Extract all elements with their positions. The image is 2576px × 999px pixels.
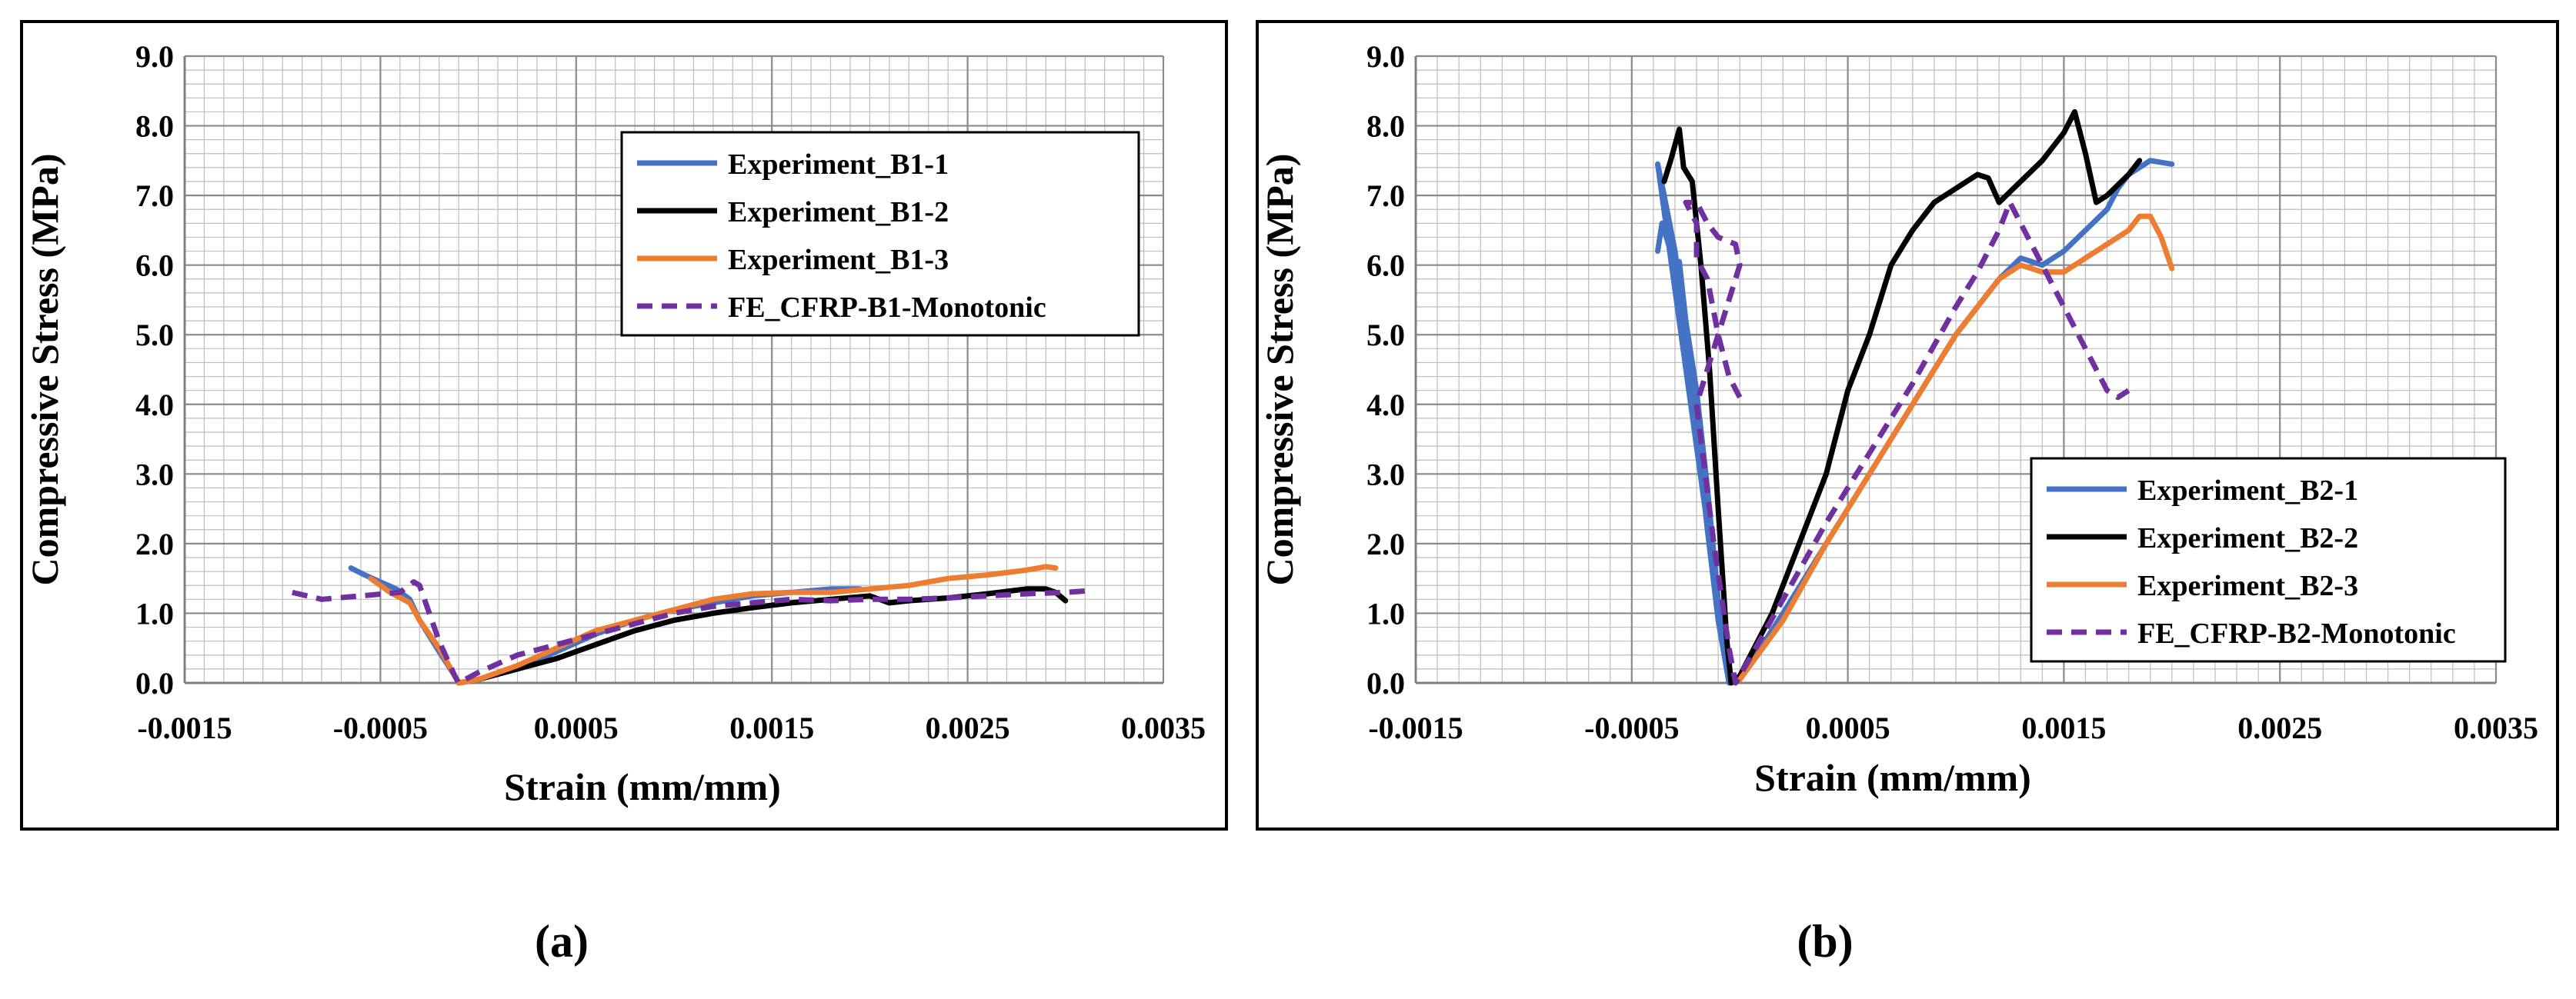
y-tick-label: 5.0 xyxy=(1366,318,1405,352)
legend-entry-label: FE_CFRP-B1-Monotonic xyxy=(728,291,1046,324)
y-tick-label: 2.0 xyxy=(135,527,174,561)
x-axis-title: Strain (mm/mm) xyxy=(504,765,781,808)
legend-entry-label: Experiment_B2-2 xyxy=(2137,522,2358,554)
chart-a: -0.0015 -0.0005 0.0005 0.0015 0.0025 0.0035 0.… xyxy=(23,39,1206,808)
legend-entry-label: FE_CFRP-B2-Monotonic xyxy=(2137,618,2456,650)
x-tick-label: -0.0005 xyxy=(333,711,428,745)
y-tick-label: 3.0 xyxy=(135,457,174,491)
y-tick-label: 4.0 xyxy=(135,388,174,422)
x-axis-title: Strain (mm/mm) xyxy=(1754,756,2031,799)
legend-entry-label: Experiment_B1-3 xyxy=(728,244,949,276)
legend-entry-label: Experiment_B1-1 xyxy=(728,148,949,181)
legend: Experiment_B1-1 Experiment_B1-2 Experiment… xyxy=(620,131,1140,337)
y-tick-label: 0.0 xyxy=(1366,666,1405,701)
legend-entry-label: Experiment_B2-3 xyxy=(2137,570,2358,602)
series-line-fe-cfrp-b1-monotonic xyxy=(292,579,1086,686)
chart-b-frame xyxy=(1256,20,2559,831)
x-tick-label: -0.0015 xyxy=(137,711,232,745)
x-tick-label: 0.0025 xyxy=(926,711,1010,745)
x-tick-label: 0.0015 xyxy=(2021,711,2106,745)
legend-box xyxy=(620,131,1140,337)
series-line-experiment-b1-3 xyxy=(368,564,1059,686)
y-tick-label: 8.0 xyxy=(135,109,174,144)
legend-entry-label: Experiment_B1-2 xyxy=(728,196,949,228)
series-line-experiment-b2-3 xyxy=(1737,213,2175,682)
y-tick-label: 6.0 xyxy=(135,248,174,283)
y-tick-label: 2.0 xyxy=(1366,527,1405,561)
legend-entry-label: Experiment_B2-1 xyxy=(2137,475,2358,507)
y-tick-label: 1.0 xyxy=(1366,596,1405,631)
x-tick-label: 0.0005 xyxy=(534,711,619,745)
series-line-fe-cfrp-b2-monotonic xyxy=(1683,199,2131,686)
y-axis-title: Compressive Stress (MPa) xyxy=(1258,154,1301,586)
y-tick-label: 7.0 xyxy=(1366,178,1405,213)
y-tick-label: 3.0 xyxy=(1366,457,1405,491)
x-tick-label: 0.0015 xyxy=(729,711,814,745)
x-tick-label: 0.0035 xyxy=(1121,711,1206,745)
figure-label-a: (a) xyxy=(535,916,589,967)
y-tick-label: 8.0 xyxy=(1366,109,1405,144)
series-line-experiment-b2-2 xyxy=(1661,108,2143,686)
x-tick-label: -0.0005 xyxy=(1584,711,1679,745)
chart-b: -0.0015 -0.0005 0.0005 0.0015 0.0025 0.0035 0.… xyxy=(1258,39,2538,799)
y-axis-title: Compressive Stress (MPa) xyxy=(23,154,66,586)
y-tick-label: 5.0 xyxy=(135,318,174,352)
figure-label-b: (b) xyxy=(1797,916,1854,967)
legend-box xyxy=(2030,457,2507,663)
y-tick-label: 4.0 xyxy=(1366,388,1405,422)
y-tick-label: 1.0 xyxy=(135,596,174,631)
y-tick-label: 9.0 xyxy=(135,39,174,74)
x-tick-label: 0.0035 xyxy=(2454,711,2538,745)
x-tick-label: -0.0015 xyxy=(1368,711,1463,745)
x-tick-label: 0.0005 xyxy=(1806,711,1890,745)
x-tick-label: 0.0025 xyxy=(2237,711,2322,745)
y-tick-label: 7.0 xyxy=(135,178,174,213)
y-tick-label: 9.0 xyxy=(1366,39,1405,74)
y-tick-label: 0.0 xyxy=(135,666,174,701)
series-line-experiment-b2-1 xyxy=(1655,158,2175,686)
y-tick-label: 6.0 xyxy=(1366,248,1405,283)
legend: Experiment_B2-1 Experiment_B2-2 Experiment… xyxy=(2030,457,2507,663)
